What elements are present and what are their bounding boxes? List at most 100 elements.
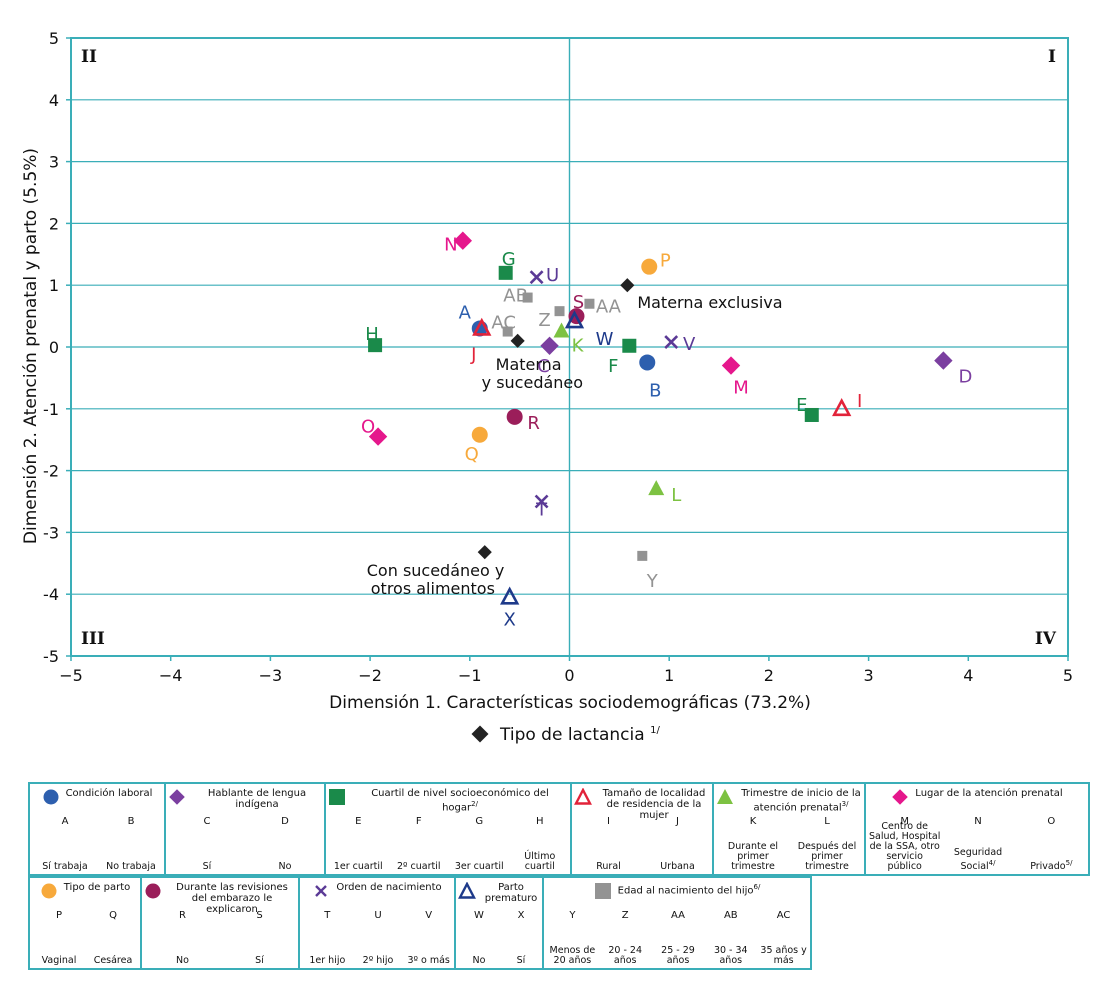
lactation-legend-footnote: 1/ xyxy=(650,725,660,736)
point-marker-e xyxy=(804,407,819,422)
legend-category-description: Cesárea xyxy=(93,955,133,966)
legend-group-header: Tamaño de localidad de residencia de la … xyxy=(572,787,712,821)
point-label-i: I xyxy=(857,391,862,412)
legend-group-title: Durante las revisiones del embarazo le e… xyxy=(176,882,288,915)
quadrant-label-II: II xyxy=(81,47,97,67)
legend-category-code: AC xyxy=(776,910,791,921)
x-tick-label: 1 xyxy=(664,666,674,685)
legend-marker-icon xyxy=(312,882,330,903)
legend-group-title: Edad al nacimiento del hijo6/ xyxy=(617,883,761,897)
legend-group: Cuartil de nivel socioeconómico del hoga… xyxy=(324,782,572,876)
legend-category-description: 25 - 29 años xyxy=(661,945,695,966)
y-tick-label: -5 xyxy=(43,647,59,666)
point-label-a: A xyxy=(459,302,472,323)
legend-group: Condición laboral A Sí trabaja B No trabaja xyxy=(28,782,166,876)
point-marker-v xyxy=(664,335,679,349)
legend-category-code: G xyxy=(475,816,484,827)
point-marker-d xyxy=(934,351,953,370)
y-tick-label: 2 xyxy=(49,214,59,233)
legend-category: AA 25 - 29 años xyxy=(652,904,705,970)
point-marker-p xyxy=(641,258,658,275)
point-label-l: L xyxy=(671,485,681,506)
legend-marker-icon xyxy=(891,788,909,809)
point-label-e: E xyxy=(796,395,807,416)
legend-category-description: Sí xyxy=(516,955,526,966)
legend-category: T 1er hijo xyxy=(302,904,353,970)
y-tick-label: 4 xyxy=(49,91,59,110)
y-axis-label: Dimensión 2. Atención prenatal y parto (… xyxy=(21,148,41,544)
legend-category-description: Sí xyxy=(202,861,212,872)
point-marker-w xyxy=(564,310,585,329)
legend-category-description: 1er cuartil xyxy=(333,861,383,872)
point-label-p: P xyxy=(660,251,671,272)
grid xyxy=(66,37,1069,661)
legend-category-description: Después del primer trimestre xyxy=(797,841,857,872)
legend-category-code: L xyxy=(824,816,830,827)
legend-group: Tipo de parto P Vaginal Q Cesárea xyxy=(28,876,142,970)
point-label-materna-y-sucedáneo-line2: y sucedáneo xyxy=(482,373,583,392)
legend-group-header: Cuartil de nivel socioeconómico del hoga… xyxy=(326,788,570,813)
legend-group-title: Tipo de parto xyxy=(63,882,131,893)
legend-category: I Rural xyxy=(574,810,643,876)
point-marker-ac xyxy=(502,326,513,337)
legend-category: J Urbana xyxy=(643,810,712,876)
point-label-t: T xyxy=(535,500,548,521)
legend-category-code: E xyxy=(355,816,362,827)
point-marker-aa xyxy=(584,298,595,309)
legend-category-description: 2º cuartil xyxy=(396,861,441,872)
legend-group-title: Parto prematuro xyxy=(484,882,538,904)
point-marker-f xyxy=(622,338,637,353)
point-marker-q xyxy=(471,426,488,443)
lactation-legend-label: Tipo de lactancia 1/ xyxy=(499,725,660,745)
legend-category-code: Y xyxy=(569,910,576,921)
legend-category-code: M xyxy=(900,816,909,827)
lactation-legend-marker xyxy=(471,725,489,743)
legend-category-description: Menos de 20 años xyxy=(549,945,596,966)
point-label-z: Z xyxy=(538,310,550,331)
point-marker-b xyxy=(639,354,656,371)
point-marker-y xyxy=(637,550,648,561)
legend-category-code: T xyxy=(324,910,331,921)
point-marker-l xyxy=(648,480,665,496)
legend-category-description: 3er cuartil xyxy=(454,861,504,872)
point-label-w: W xyxy=(596,329,614,350)
legend-row-2: Tipo de parto P Vaginal Q Cesárea Durante las… xyxy=(28,876,812,970)
legend-marker-icon xyxy=(40,882,58,903)
x-tick-label: −5 xyxy=(59,666,83,685)
legend-group-title: Condición laboral xyxy=(65,788,153,799)
point-marker-c xyxy=(540,336,559,355)
legend-category: K Durante el primer trimestre xyxy=(716,810,790,876)
point-marker-t xyxy=(534,494,549,509)
x-tick-label: 5 xyxy=(1063,666,1073,685)
legend-group: Trimestre de inicio de la atención prena… xyxy=(712,782,866,876)
point-marker-o xyxy=(368,427,388,446)
point-marker-m xyxy=(721,356,741,375)
point-marker-x xyxy=(500,586,520,605)
legend-category: V 3º o más xyxy=(403,904,454,970)
legend-marker-icon xyxy=(594,882,612,903)
y-tick-label: 1 xyxy=(49,276,59,295)
legend-category-code: W xyxy=(474,910,484,921)
point-marker-z xyxy=(554,306,565,317)
point-marker-j xyxy=(472,317,492,336)
legend-category-code: D xyxy=(281,816,289,827)
legend-category-description: 30 - 34 años xyxy=(713,945,748,966)
legend-group: Tamaño de localidad de residencia de la … xyxy=(570,782,714,876)
y-tick-label: -4 xyxy=(43,585,59,604)
legend-category: S Sí xyxy=(221,904,298,970)
legend-table: Condición laboral A Sí trabaja B No trabaja H… xyxy=(28,782,1090,972)
legend-group-title: Lugar de la atención prenatal xyxy=(915,788,1063,799)
point-marker-k xyxy=(553,322,570,338)
legend-footnote-marker: 2/ xyxy=(471,800,478,808)
quadrant-label-III: III xyxy=(81,629,105,649)
y-tick-label: -3 xyxy=(43,523,59,542)
point-label-d: D xyxy=(958,367,972,388)
legend-group-header: Parto prematuro xyxy=(456,881,542,904)
legend-group-header: Trimestre de inicio de la atención prena… xyxy=(714,788,864,813)
point-marker-con-sucedáneo-y-otros-alimentos xyxy=(477,545,492,560)
legend-group: Durante las revisiones del embarazo le e… xyxy=(140,876,300,970)
point-label-materna-exclusiva: Materna exclusiva xyxy=(637,293,782,312)
legend-category: Y Menos de 20 años xyxy=(546,904,599,970)
point-label-m: M xyxy=(733,378,749,399)
legend-category-description: 20 - 24 años xyxy=(608,945,643,966)
